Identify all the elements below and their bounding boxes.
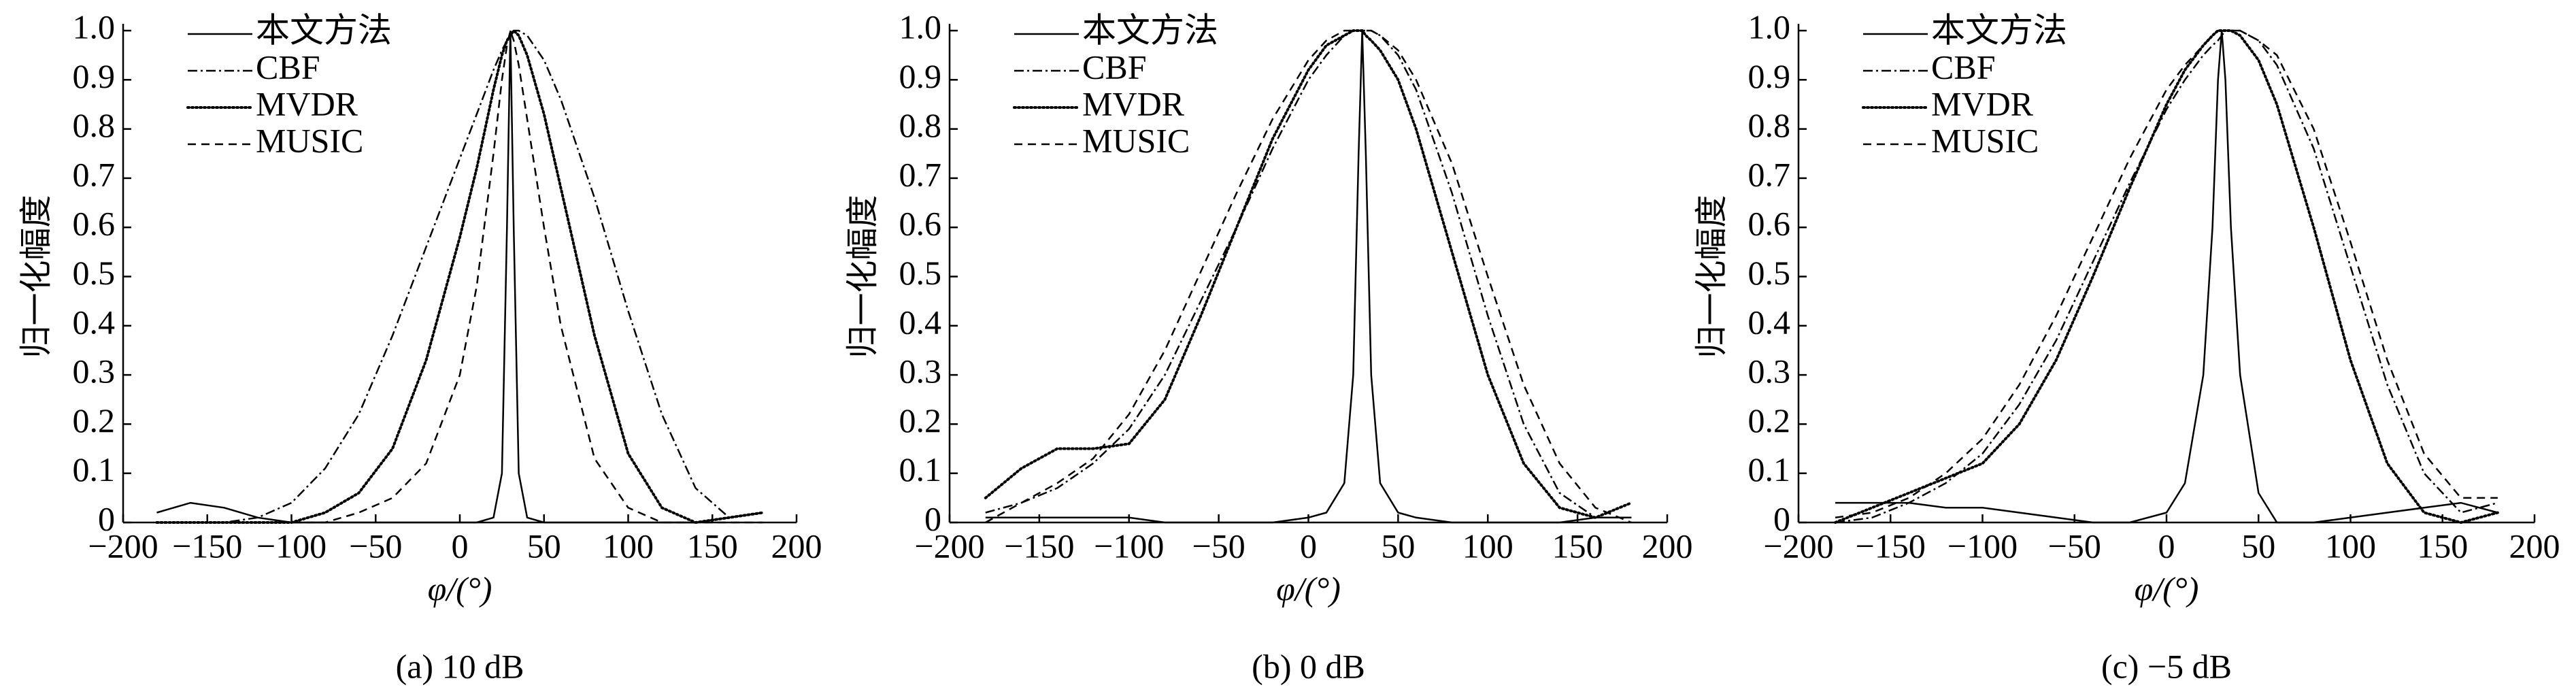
series-line (155, 28, 765, 525)
legend-label: MUSIC (1082, 121, 1190, 159)
y-tick-label: 0.7 (73, 155, 116, 193)
panel-caption: (c) −5 dB (2101, 647, 2232, 685)
y-tick-label: 0 (1773, 499, 1790, 537)
y-tick-label: 0.8 (73, 106, 116, 144)
x-tick-label: 100 (1462, 527, 1513, 565)
legend-label: CBF (1931, 48, 1996, 86)
y-tick-label: 0.2 (73, 401, 116, 439)
x-tick-label: 200 (1642, 527, 1693, 565)
series-line (985, 30, 1632, 524)
y-tick-label: 0.1 (73, 450, 116, 488)
y-tick-label: 0.6 (1748, 205, 1791, 243)
y-tick-label: 0.8 (1748, 106, 1791, 144)
legend-label: MUSIC (1931, 121, 2039, 159)
x-tick-label: 50 (2241, 527, 2275, 565)
x-tick-label: −50 (1192, 527, 1245, 565)
y-axis-label: 归一化幅度 (1692, 195, 1730, 358)
x-tick-label: 100 (603, 527, 654, 565)
y-tick-label: 0.1 (899, 450, 942, 488)
x-axis-label: φ/(°) (1276, 569, 1341, 608)
y-axis-label: 归一化幅度 (843, 195, 882, 358)
x-tick-label: 50 (1381, 527, 1415, 565)
series-line (1835, 29, 2498, 519)
x-tick-label: 0 (2158, 527, 2175, 565)
x-tick-label: −200 (1763, 527, 1833, 565)
legend-label: MVDR (256, 84, 358, 122)
x-tick-label: 0 (1300, 527, 1317, 565)
x-tick-label: −100 (1094, 527, 1164, 565)
legend-label: 本文方法 (1931, 11, 2067, 49)
y-tick-label: 0.9 (73, 57, 116, 95)
x-tick-label: −50 (349, 527, 402, 565)
x-tick-label: −150 (172, 527, 242, 565)
x-tick-label: 150 (687, 527, 738, 565)
legend-label: CBF (1082, 48, 1147, 86)
x-tick-label: −150 (1004, 527, 1074, 565)
y-tick-label: 1.0 (73, 7, 116, 46)
y-tick-label: 0.9 (899, 57, 942, 95)
legend-label: 本文方法 (256, 11, 392, 49)
x-tick-label: 200 (771, 527, 822, 565)
x-tick-label: −150 (1856, 527, 1926, 565)
y-tick-label: 0.2 (899, 401, 942, 439)
x-tick-label: −200 (914, 527, 984, 565)
y-tick-label: 0 (98, 499, 115, 537)
series-line (156, 29, 763, 524)
panel-caption: (b) 0 dB (1252, 647, 1365, 685)
y-tick-label: 0.4 (73, 303, 116, 341)
y-tick-label: 0.6 (899, 205, 942, 243)
y-tick-label: 0.9 (1748, 57, 1791, 95)
x-axis-label: φ/(°) (428, 569, 492, 608)
x-tick-label: −100 (1947, 527, 2018, 565)
x-tick-label: 0 (452, 527, 469, 565)
x-axis-label: φ/(°) (2135, 569, 2199, 608)
legend-label: MVDR (1082, 84, 1185, 122)
y-tick-label: 0.3 (899, 352, 942, 390)
y-tick-label: 0.5 (1748, 254, 1791, 292)
y-tick-label: 0.8 (899, 106, 942, 144)
series-line (156, 27, 763, 524)
y-tick-label: 0.1 (1748, 450, 1791, 488)
x-tick-label: 150 (2417, 527, 2468, 565)
y-tick-label: 0.6 (73, 205, 116, 243)
legend-label: 本文方法 (1082, 11, 1218, 49)
y-tick-label: 0.7 (1748, 155, 1791, 193)
y-tick-label: 0.5 (899, 254, 942, 292)
y-tick-label: 0.3 (1748, 352, 1791, 390)
y-tick-label: 0.7 (899, 155, 942, 193)
x-tick-label: 100 (2325, 527, 2376, 565)
y-tick-label: 0.2 (1748, 401, 1791, 439)
y-tick-label: 1.0 (899, 7, 942, 46)
x-tick-label: 200 (2509, 527, 2560, 565)
y-tick-label: 0.4 (899, 303, 942, 341)
x-tick-label: 150 (1552, 527, 1603, 565)
y-tick-label: 0 (924, 499, 941, 537)
series-line (1835, 30, 2498, 524)
series-line (984, 29, 1633, 519)
x-tick-label: −200 (88, 527, 158, 565)
legend-label: MVDR (1931, 84, 2034, 122)
y-tick-label: 0.3 (73, 352, 116, 390)
x-tick-label: −50 (2048, 527, 2101, 565)
y-tick-label: 0.5 (73, 254, 116, 292)
x-tick-label: 50 (527, 527, 561, 565)
y-axis-label: 归一化幅度 (17, 195, 55, 358)
series-line (985, 29, 1632, 524)
legend-label: MUSIC (256, 121, 363, 159)
y-tick-label: 0.4 (1748, 303, 1791, 341)
panel-caption: (a) 10 dB (396, 647, 524, 685)
series-line (156, 30, 763, 524)
x-tick-label: −100 (256, 527, 327, 565)
y-tick-label: 1.0 (1748, 7, 1791, 46)
legend-label: CBF (256, 48, 320, 86)
